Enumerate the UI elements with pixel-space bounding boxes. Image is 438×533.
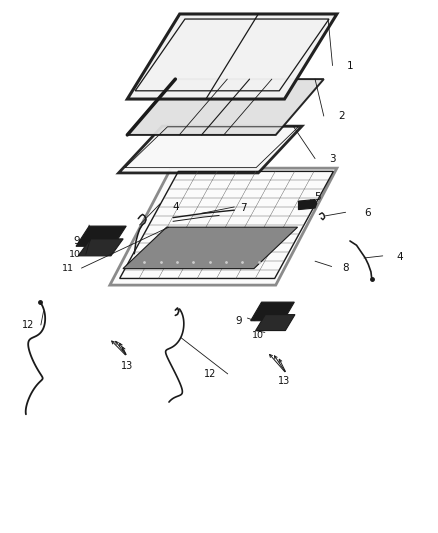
Text: 4: 4: [172, 202, 179, 212]
Text: 9: 9: [74, 236, 81, 246]
Text: 12: 12: [21, 320, 34, 330]
Text: 1: 1: [346, 61, 353, 70]
Text: 12: 12: [204, 369, 216, 379]
Polygon shape: [123, 227, 297, 269]
Text: 13: 13: [121, 361, 134, 372]
Polygon shape: [119, 126, 302, 173]
Polygon shape: [76, 226, 126, 246]
Text: 4: 4: [397, 252, 403, 262]
Polygon shape: [127, 14, 337, 99]
Polygon shape: [298, 199, 317, 209]
Text: 3: 3: [329, 154, 336, 164]
Text: 10: 10: [252, 331, 264, 340]
Text: 5: 5: [314, 192, 321, 203]
Text: 9: 9: [235, 316, 242, 326]
Text: 7: 7: [240, 203, 246, 213]
Polygon shape: [256, 314, 295, 330]
Polygon shape: [110, 168, 337, 285]
Text: 11: 11: [62, 264, 74, 272]
Text: 2: 2: [338, 111, 345, 121]
Text: 13: 13: [279, 376, 291, 386]
Polygon shape: [78, 239, 123, 256]
Text: 8: 8: [343, 263, 349, 272]
Text: 10: 10: [69, 250, 81, 259]
Polygon shape: [127, 79, 324, 135]
Text: 6: 6: [364, 208, 371, 219]
Polygon shape: [251, 302, 294, 321]
